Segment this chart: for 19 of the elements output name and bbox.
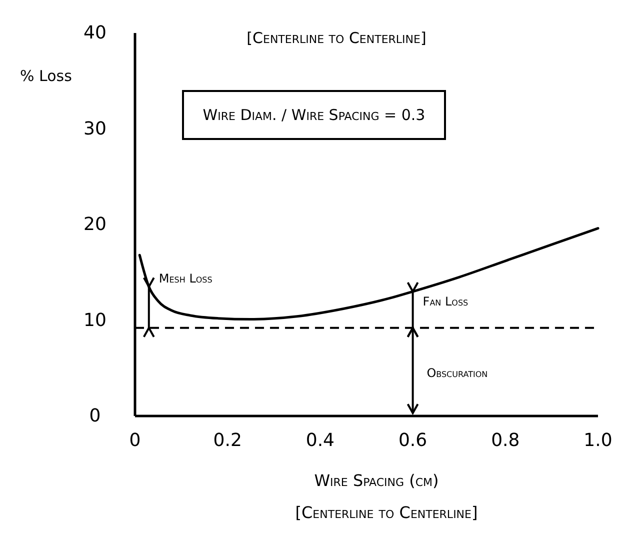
annotation: Fan Loss [422,294,468,309]
annotation: Obscuration [426,366,488,380]
y-tick-label: 40 [84,22,106,44]
x-tick-label: 0.2 [213,430,242,451]
annotation: Mesh Loss [158,272,212,286]
y-tick-label: 0 [89,406,101,426]
x-tick-label: 0.4 [306,430,335,451]
x-tick-label: 0.8 [491,430,520,451]
x-tick-label: 1.0 [584,430,612,451]
chart-title: [Centerline to Centerline] [246,29,426,47]
annotation: Wire Diam. / Wire Spacing = 0.3 [202,106,426,124]
y-tick-label: 10 [84,310,106,331]
x-tick-label: 0 [129,430,141,451]
y-tick-label: 20 [84,214,106,235]
y-axis-title: % Loss [20,66,72,85]
x-tick-label: 0.6 [398,430,428,451]
y-tick-label: 30 [84,118,106,140]
text: [Centerline to Centerline] [295,503,478,522]
x-axis-title: Wire Spacing (cm) [314,471,439,490]
